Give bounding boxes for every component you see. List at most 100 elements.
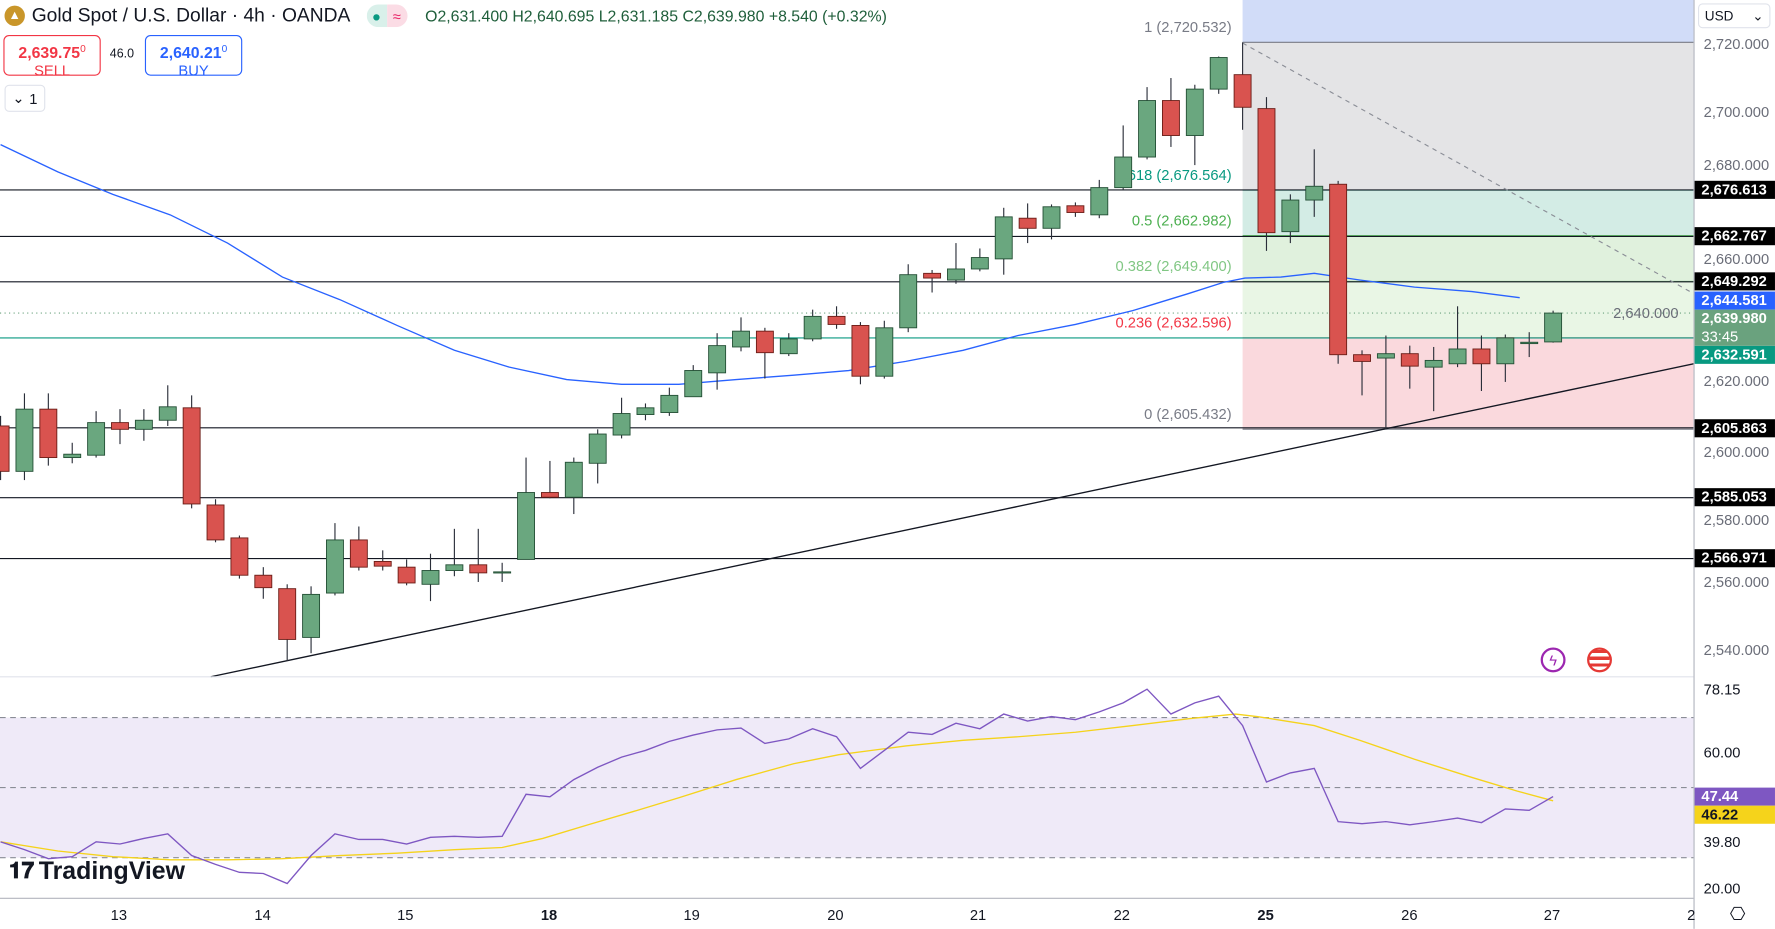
candle xyxy=(803,309,822,342)
time-label: 15 xyxy=(397,906,414,924)
ohlc-values: O2,631.400 H2,640.695 L2,631.185 C2,639.… xyxy=(425,7,887,25)
candle xyxy=(636,403,655,421)
chevron-down-icon: ⌄ xyxy=(1752,7,1764,24)
candle-body xyxy=(1138,100,1156,158)
candle xyxy=(684,365,703,398)
level-price-badge: 2,605.863 xyxy=(1694,418,1775,437)
symbol-title[interactable]: Gold Spot / U.S. Dollar · 4h · OANDA xyxy=(31,4,351,26)
time-label: 18 xyxy=(540,906,558,924)
tradingview-logo[interactable]: 𝟏𝟕 TradingView xyxy=(9,857,185,886)
candle xyxy=(1353,350,1371,396)
candle-body xyxy=(994,216,1013,260)
candle-body xyxy=(1353,354,1371,362)
price-tick: 2,720.000 xyxy=(1703,35,1770,53)
rsi-tick: 39.80 xyxy=(1703,833,1741,851)
candle-body xyxy=(1066,205,1085,213)
candle-body xyxy=(851,324,870,377)
candle-body xyxy=(923,272,942,279)
candle-body xyxy=(373,560,392,567)
time-label: 27 xyxy=(1543,906,1561,924)
candle xyxy=(1138,87,1156,160)
settings-icon[interactable]: ⎔ xyxy=(1729,905,1746,925)
rsi-signal-badge: 46.22 xyxy=(1694,805,1775,824)
candle xyxy=(588,429,607,484)
candle xyxy=(1520,332,1539,358)
symbol-header: ▲ Gold Spot / U.S. Dollar · 4h · OANDA ●… xyxy=(4,4,887,28)
candle-body xyxy=(517,492,535,560)
level-price-badge: 2,676.613 xyxy=(1694,180,1775,199)
delayed-data-icon: ≈ xyxy=(386,4,408,28)
candle xyxy=(1400,345,1419,389)
candle xyxy=(1496,334,1515,382)
candle-body xyxy=(158,406,177,421)
candle-body xyxy=(15,408,34,472)
candle-body xyxy=(875,327,894,377)
candle-body xyxy=(182,407,201,505)
candle-body xyxy=(278,588,297,640)
price-axis[interactable]: 2,720.000 2,700.000 2,680.000 2,660.000 2,64… xyxy=(1613,0,1775,929)
tradingview-wordmark: TradingView xyxy=(38,856,186,885)
buy-button[interactable]: 2,640.210 BUY xyxy=(144,35,243,79)
candle-body xyxy=(326,539,344,594)
candle-body xyxy=(254,574,273,589)
candle-body xyxy=(1329,183,1348,356)
candle xyxy=(660,387,679,416)
candle xyxy=(1114,125,1133,190)
fib-band xyxy=(1242,235,1694,282)
time-label: 19 xyxy=(683,906,700,924)
candle xyxy=(1042,204,1061,240)
candle xyxy=(0,415,10,481)
candle-body xyxy=(1042,206,1061,229)
candle xyxy=(326,523,344,596)
chart-canvas[interactable]: 1 (2,720.532) 0.618 (2,676.564) 0.5 (2,662… xyxy=(0,0,1694,929)
candle xyxy=(1472,335,1491,392)
candle-body xyxy=(1448,348,1467,365)
fib-level-label: 0 (2,605.432) xyxy=(1144,407,1231,423)
candle-body xyxy=(1257,108,1276,234)
lightning-icon[interactable]: ϟ xyxy=(1540,647,1566,673)
candle-body xyxy=(588,433,607,464)
candle xyxy=(1281,194,1300,244)
candle xyxy=(1305,149,1324,217)
candle-body xyxy=(230,537,249,576)
candle-body xyxy=(39,408,58,459)
chevron-down-icon: ⌄ xyxy=(12,89,25,107)
candle xyxy=(923,269,942,293)
time-label: 22 xyxy=(1113,906,1131,924)
candle xyxy=(851,322,870,385)
candle xyxy=(1448,306,1467,368)
candle-body xyxy=(1281,199,1300,233)
candle-body xyxy=(1376,353,1395,359)
candle xyxy=(373,550,392,571)
candle-body xyxy=(947,268,965,281)
indicators-collapse-button[interactable]: ⌄ 1 xyxy=(4,84,46,112)
candle xyxy=(134,409,153,441)
candle-body xyxy=(206,504,225,541)
candle xyxy=(445,528,464,577)
status-pill[interactable]: ● ≈ xyxy=(366,4,408,28)
candle xyxy=(158,385,177,426)
candle-body xyxy=(803,315,822,340)
candle-body xyxy=(63,453,82,459)
candle xyxy=(899,264,918,333)
candle xyxy=(970,248,989,272)
candle xyxy=(230,535,249,579)
price-tick: 2,700.000 xyxy=(1703,102,1770,120)
currency-dropdown[interactable]: USD ⌄ xyxy=(1698,3,1771,29)
candle xyxy=(39,393,58,466)
rsi-line xyxy=(0,688,1554,885)
sell-button[interactable]: 2,639.750 SELL xyxy=(3,35,101,79)
candle xyxy=(493,562,512,582)
us-flag-icon[interactable] xyxy=(1587,647,1612,673)
candle-body xyxy=(970,257,989,270)
candle xyxy=(540,460,559,499)
candle-body xyxy=(0,425,10,472)
candle-body xyxy=(1472,348,1491,365)
candle-body xyxy=(493,571,512,574)
candle xyxy=(994,207,1013,275)
candle-body xyxy=(899,274,918,329)
currency-label: USD xyxy=(1704,7,1734,24)
price-tick: 2,540.000 xyxy=(1703,640,1770,658)
rsi-tick: 78.15 xyxy=(1703,680,1741,698)
candle-body xyxy=(1090,187,1109,216)
